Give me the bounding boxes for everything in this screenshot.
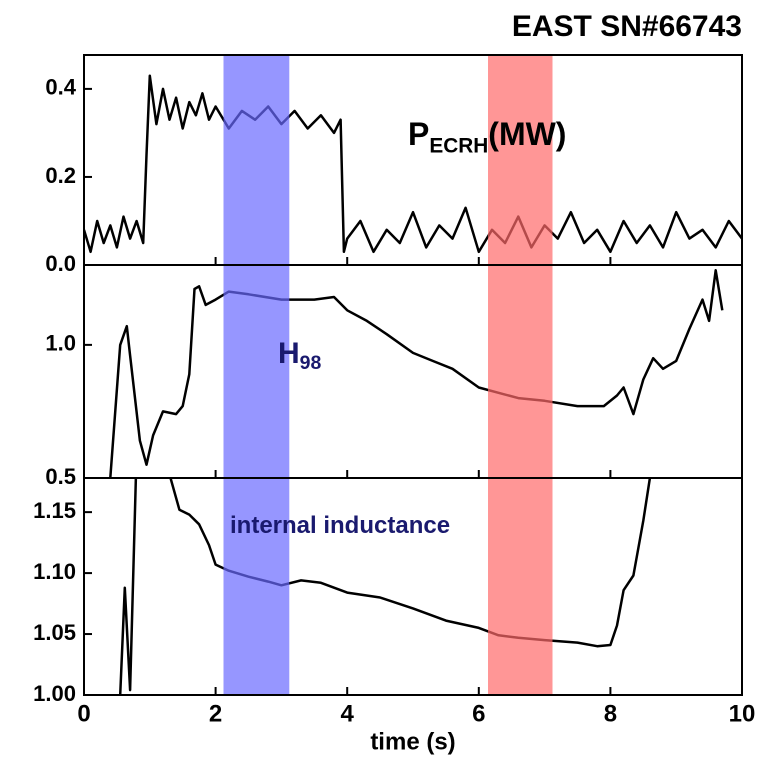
x-tick-label: 0 xyxy=(77,700,90,727)
highlight-band xyxy=(223,55,290,265)
plot-area xyxy=(84,74,742,254)
x-tick-label: 6 xyxy=(472,700,485,727)
annotation: PECRH(MW) xyxy=(408,116,566,157)
y-tick-label: 0.4 xyxy=(45,75,76,100)
y-tick-label: 1.05 xyxy=(33,620,76,645)
x-tick-label: 8 xyxy=(604,700,617,727)
chart-title: EAST SN#66743 xyxy=(512,10,742,43)
annotation: H98 xyxy=(278,337,322,374)
annotation-text: internal inductance xyxy=(230,512,450,539)
panel-frame xyxy=(83,264,743,479)
annotation-text: P xyxy=(408,116,429,152)
panel-frame xyxy=(83,477,743,696)
y-tick-label: 1.10 xyxy=(33,559,76,584)
highlight-band xyxy=(223,478,290,695)
highlight-band xyxy=(488,55,553,265)
highlight-band xyxy=(223,265,290,478)
data-line xyxy=(84,74,742,254)
y-tick-label: 1.15 xyxy=(33,498,76,523)
data-line xyxy=(118,478,652,695)
y-tick-label: 1.00 xyxy=(33,681,76,706)
y-tick-label: 1.0 xyxy=(45,331,76,356)
plot-area xyxy=(118,478,652,695)
highlight-band xyxy=(488,478,553,695)
plot-area xyxy=(109,269,724,478)
y-tick-label: 0.2 xyxy=(45,163,76,188)
data-line xyxy=(109,269,724,478)
annotation: internal inductance xyxy=(230,512,450,539)
x-tick-label: 10 xyxy=(729,700,756,727)
annotation-sub: ECRH xyxy=(429,134,488,157)
annotation-after: (MW) xyxy=(488,116,566,152)
x-tick-label: 2 xyxy=(209,700,222,727)
x-axis-label: time (s) xyxy=(370,728,455,755)
y-tick-label: 0.0 xyxy=(45,251,76,276)
highlight-band xyxy=(488,265,553,478)
annotation-sub: 98 xyxy=(300,352,322,374)
x-tick-label: 4 xyxy=(341,700,355,727)
y-tick-label: 0.5 xyxy=(45,464,76,489)
annotation-text: H xyxy=(278,337,300,370)
